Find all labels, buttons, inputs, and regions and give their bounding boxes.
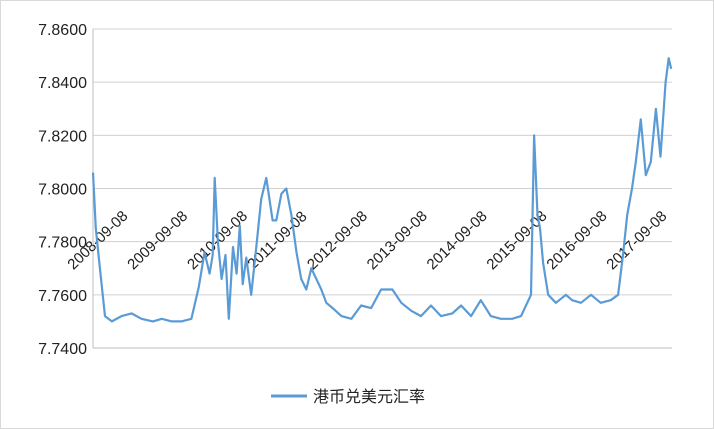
series-lines xyxy=(91,57,673,323)
y-tick-label: 7.8200 xyxy=(38,128,87,145)
legend-label: 港币兑美元汇率 xyxy=(313,387,425,406)
y-tick-label: 7.8000 xyxy=(38,182,87,199)
x-tick-label: 2014-09-08 xyxy=(424,208,491,274)
x-axis-ticks: 2008-09-082009-09-082010-09-082011-09-08… xyxy=(64,208,670,274)
y-tick-label: 7.7600 xyxy=(38,288,87,305)
y-tick-label: 7.7400 xyxy=(38,341,87,358)
y-axis-ticks: 7.8600 7.8400 7.8200 7.8000 7.7800 7.7600 7.74… xyxy=(38,22,87,358)
y-tick-label: 7.8600 xyxy=(38,22,87,39)
y-tick-label: 7.8400 xyxy=(38,75,87,92)
x-tick-label: 2016-09-08 xyxy=(544,208,611,274)
series-line-0 xyxy=(91,57,673,323)
gridlines xyxy=(92,28,672,349)
x-tick-label: 2009-09-08 xyxy=(124,208,191,274)
x-tick-label: 2017-09-08 xyxy=(603,208,670,274)
y-tick-label: 7.7800 xyxy=(38,235,87,252)
legend: 港币兑美元汇率 xyxy=(271,387,425,406)
x-tick-label: 2013-09-08 xyxy=(364,208,431,274)
x-tick-label: 2012-09-08 xyxy=(304,208,371,274)
